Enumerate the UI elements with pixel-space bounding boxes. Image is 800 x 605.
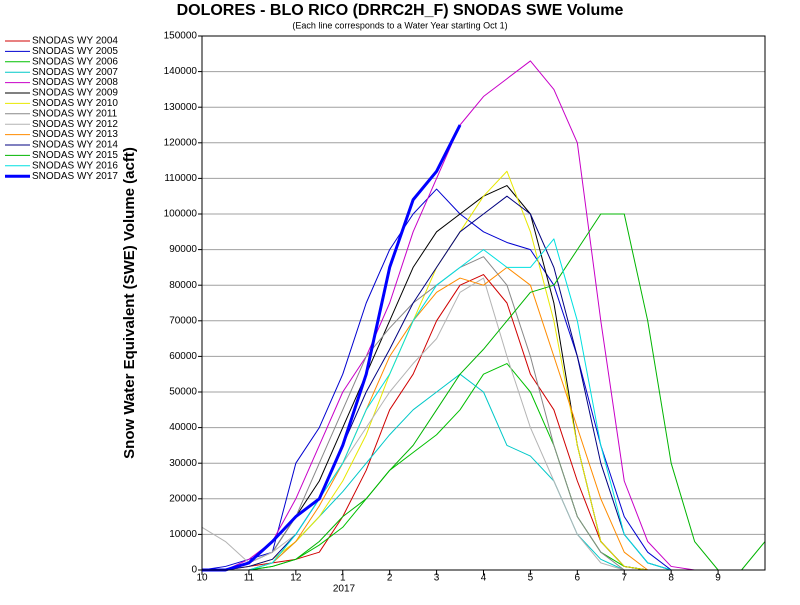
series-line bbox=[202, 60, 765, 571]
legend-label: SNODAS WY 2017 bbox=[32, 171, 118, 182]
y-tick-label: 110000 bbox=[164, 173, 197, 184]
legend-label: SNODAS WY 2009 bbox=[32, 88, 118, 99]
x-tick-label: 11 bbox=[244, 573, 255, 584]
legend-label: SNODAS WY 2005 bbox=[32, 46, 118, 57]
legend-label: SNODAS WY 2007 bbox=[32, 67, 118, 78]
x-tick-label: 1 bbox=[340, 573, 346, 584]
y-axis-title: Snow Water Equivalent (SWE) Volume (acft… bbox=[121, 147, 138, 459]
x-tick-label: 4 bbox=[481, 573, 487, 584]
y-tick-label: 80000 bbox=[169, 280, 197, 291]
x-tick-label: 9 bbox=[715, 573, 721, 584]
legend-label: SNODAS WY 2008 bbox=[32, 77, 118, 88]
y-tick-label: 70000 bbox=[169, 315, 197, 326]
legend-label: SNODAS WY 2015 bbox=[32, 150, 118, 161]
chart-title: DOLORES - BLO RICO (DRRC2H_F) SNODAS SWE… bbox=[177, 2, 624, 19]
y-tick-label: 30000 bbox=[169, 458, 197, 469]
y-tick-label: 20000 bbox=[169, 493, 197, 504]
plot-frame bbox=[201, 35, 766, 571]
y-tick-label: 100000 bbox=[164, 209, 198, 220]
y-tick-label: 10000 bbox=[169, 529, 197, 540]
legend-label: SNODAS WY 2011 bbox=[32, 108, 118, 119]
legend-label: SNODAS WY 2004 bbox=[32, 36, 118, 47]
series-line bbox=[202, 124, 462, 572]
plot-area bbox=[202, 36, 765, 570]
y-tick-label: 60000 bbox=[169, 351, 197, 362]
legend-label: SNODAS WY 2006 bbox=[32, 56, 118, 67]
y-tick-label: 120000 bbox=[164, 137, 198, 148]
series-line bbox=[202, 213, 766, 571]
x-tick-label: 10 bbox=[196, 573, 208, 584]
y-tick-label: 0 bbox=[191, 565, 197, 576]
y-tick-label: 50000 bbox=[169, 387, 197, 398]
legend-label: SNODAS WY 2012 bbox=[32, 119, 118, 130]
y-tick-label: 40000 bbox=[169, 422, 197, 433]
chart-subtitle: (Each line corresponds to a Water Year s… bbox=[292, 20, 507, 30]
x-tick-label: 5 bbox=[528, 573, 534, 584]
legend-label: SNODAS WY 2010 bbox=[32, 98, 118, 109]
legend-label: SNODAS WY 2013 bbox=[32, 129, 118, 140]
year-annotation: 2017 bbox=[333, 584, 356, 595]
x-tick-label: 8 bbox=[668, 573, 674, 584]
x-tick-label: 7 bbox=[621, 573, 627, 584]
y-tick-label: 90000 bbox=[169, 244, 197, 255]
y-tick-label: 130000 bbox=[164, 102, 198, 113]
y-tick-label: 140000 bbox=[164, 66, 198, 77]
x-tick-label: 3 bbox=[434, 573, 440, 584]
y-tick-label: 150000 bbox=[164, 31, 198, 42]
x-tick-label: 6 bbox=[575, 573, 581, 584]
legend-label: SNODAS WY 2014 bbox=[32, 140, 118, 151]
x-tick-label: 2 bbox=[387, 573, 393, 584]
x-tick-label: 12 bbox=[290, 573, 302, 584]
legend-label: SNODAS WY 2016 bbox=[32, 160, 118, 171]
